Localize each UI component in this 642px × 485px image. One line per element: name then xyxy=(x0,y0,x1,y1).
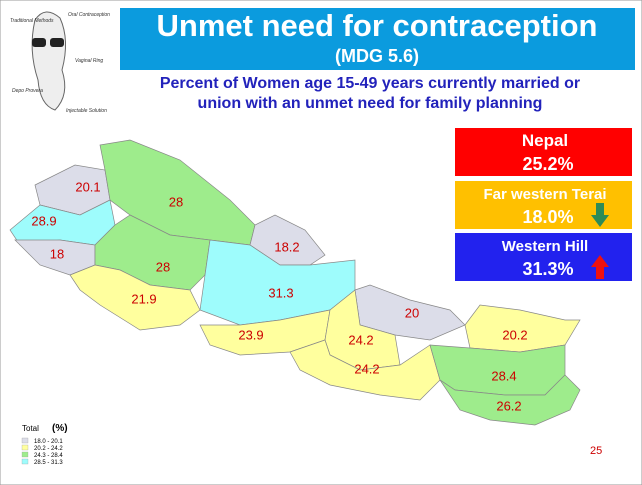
region-value: 28 xyxy=(169,194,183,209)
clipart-label: Oral Contraception xyxy=(68,12,110,18)
region-value: 21.9 xyxy=(131,291,156,306)
sunglasses xyxy=(32,38,46,47)
stat-name: Far western Terai xyxy=(483,186,606,203)
description: Percent of Women age 15-49 years current… xyxy=(160,75,580,92)
trend-arrow xyxy=(591,203,609,227)
page-number: 25 xyxy=(590,445,602,457)
clipart-label: Vaginal Ring xyxy=(75,58,103,64)
legend-title: Total xyxy=(22,424,39,433)
title: Unmet need for contraception xyxy=(157,8,598,43)
clipart: Oral Contraception Traditional Methods V… xyxy=(10,11,110,114)
region-value: 31.3 xyxy=(268,285,293,300)
legend: Total (%) 18.0 - 20.120.2 - 24.224.3 - 2… xyxy=(21,423,68,466)
legend-swatch xyxy=(21,444,29,451)
region-value: 24.2 xyxy=(348,332,373,347)
legend-label: 18.0 - 20.1 xyxy=(34,439,63,445)
stat-value: 25.2% xyxy=(522,154,573,174)
legend-swatch xyxy=(21,437,29,444)
region-value: 23.9 xyxy=(238,327,263,342)
trend-arrow xyxy=(591,255,609,279)
clipart-label: Injectable Solution xyxy=(66,108,107,114)
region-value: 20 xyxy=(405,305,419,320)
map: 20.1 28 28.9 18 28 18.2 21.9 31.3 23.9 2… xyxy=(9,139,581,426)
clipart-label: Depo Provera xyxy=(12,88,43,94)
title-box xyxy=(120,8,635,70)
legend-swatch xyxy=(21,451,29,458)
sunglasses xyxy=(50,38,64,47)
legend-unit: (%) xyxy=(52,423,68,434)
region xyxy=(439,374,581,426)
region-value: 20.2 xyxy=(502,327,527,342)
legend-label: 24.3 - 28.4 xyxy=(34,453,63,459)
region-value: 18.2 xyxy=(274,239,299,254)
legend-label: 20.2 - 24.2 xyxy=(34,446,63,452)
region-value: 28.9 xyxy=(31,213,56,228)
clipart-figure xyxy=(31,11,66,111)
legend-swatch xyxy=(21,458,29,465)
region-value: 28 xyxy=(156,259,170,274)
subtitle: (MDG 5.6) xyxy=(335,46,419,66)
stats: Nepal 25.2% Far western Terai 18.0% Western … xyxy=(455,128,632,281)
legend-label: 28.5 - 31.3 xyxy=(34,460,63,466)
region xyxy=(199,239,356,326)
region-value: 28.4 xyxy=(491,368,516,383)
region-value: 24.2 xyxy=(354,361,379,376)
clipart-label: Traditional Methods xyxy=(10,18,54,24)
description: union with an unmet need for family plan… xyxy=(198,95,543,112)
region-value: 26.2 xyxy=(496,398,521,413)
stat-name: Nepal xyxy=(522,131,568,150)
stat-value: 31.3% xyxy=(522,259,573,279)
stat-box xyxy=(455,128,632,176)
region-value: 20.1 xyxy=(75,179,100,194)
stat-value: 18.0% xyxy=(522,207,573,227)
region-value: 18 xyxy=(50,246,64,261)
stat-name: Western Hill xyxy=(502,238,588,255)
